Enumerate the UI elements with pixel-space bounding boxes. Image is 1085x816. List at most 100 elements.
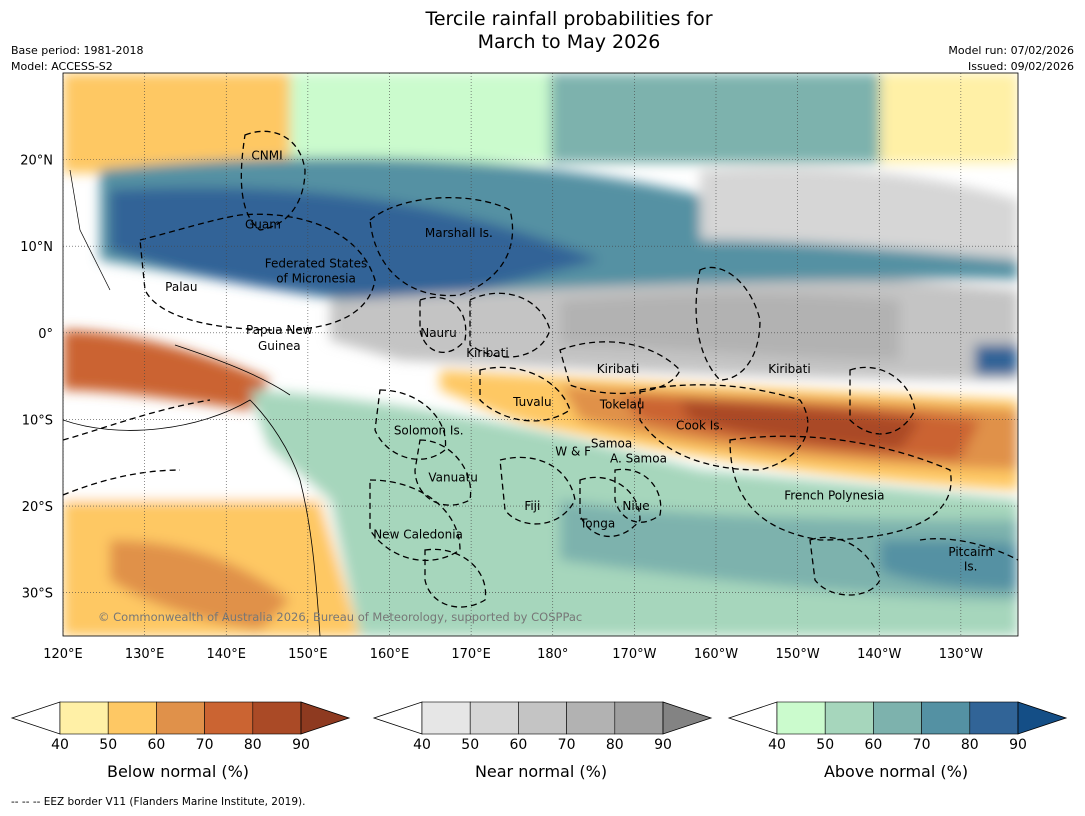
longitude-tick-label: 120°E xyxy=(43,647,83,662)
colorbar-tick-label: 70 xyxy=(558,737,576,753)
latitude-tick-label: 20°S xyxy=(22,500,53,515)
region-label: Cook Is. xyxy=(676,419,723,433)
latitude-tick-label: 0° xyxy=(38,327,53,342)
colorbar-segment xyxy=(469,701,519,735)
region-label: of Micronesia xyxy=(276,271,356,285)
region-label: Marshall Is. xyxy=(425,226,493,240)
longitude-tick-label: 150°E xyxy=(288,647,328,662)
colorbar-segment xyxy=(156,701,205,735)
region-label: Guam xyxy=(245,218,281,232)
latitude-tick-label: 10°S xyxy=(22,413,53,428)
colorbar-segment xyxy=(614,701,664,735)
colorbar-tick-label: 60 xyxy=(147,737,165,753)
region-label: Papua New xyxy=(246,323,313,337)
copyright-notice: © Commonwealth of Australia 2026, Bureau… xyxy=(98,610,582,624)
eez-footnote: -- -- -- EEZ border V11 (Flanders Marine… xyxy=(11,796,306,808)
colorbar-tick-label: 50 xyxy=(461,737,479,753)
longitude-tick-label: 130°W xyxy=(939,647,983,662)
colorbar-tick-label: 80 xyxy=(606,737,624,753)
colorbar-over-arrow xyxy=(1017,701,1068,735)
colorbar-tick-label: 40 xyxy=(768,737,786,753)
region-label: Solomon Is. xyxy=(394,424,464,438)
latitude-tick-label: 30°S xyxy=(22,587,53,602)
region-label: Guinea xyxy=(258,339,301,353)
colorbar-segment xyxy=(566,701,616,735)
colorbar-tick-label: 70 xyxy=(913,737,931,753)
region-label: Palau xyxy=(165,280,197,294)
longitude-tick-label: 150°W xyxy=(776,647,820,662)
colorbar-tick-label: 50 xyxy=(816,737,834,753)
colorbar: 40 50 60 70 80 90 xyxy=(727,701,1068,753)
colorbar-tick-label: 80 xyxy=(961,737,979,753)
colorbar-over-arrow xyxy=(300,701,351,735)
colorbar-tick-label: 40 xyxy=(51,737,69,753)
longitude-tick-label: 170°E xyxy=(451,647,491,662)
longitude-tick-label: 140°W xyxy=(857,647,901,662)
region-label: Federated States xyxy=(265,257,367,271)
colorbar: 40 50 60 70 80 90 xyxy=(10,701,351,753)
colorbar-tick-label: 80 xyxy=(244,737,262,753)
colorbar-tick-label: 50 xyxy=(99,737,117,753)
graticule xyxy=(63,73,1018,636)
colorbar-segment xyxy=(59,701,109,735)
colorbar-over-arrow xyxy=(662,701,713,735)
region-label: French Polynesia xyxy=(784,489,884,503)
latitude-tick-label: 10°N xyxy=(20,240,53,255)
region-label: Kiribati xyxy=(768,362,810,376)
colorbar-segment xyxy=(873,701,922,735)
region-label: Vanuatu xyxy=(428,470,478,484)
region-label: Kiribati xyxy=(466,346,508,360)
colorbar: 40 50 60 70 80 90 xyxy=(372,701,713,753)
below-normal-title: Below normal (%) xyxy=(106,762,250,781)
axis-labels: 120°E 130°E 140°E 150°E 160°E 170°E 180° 170°W 1… xyxy=(20,154,983,662)
map-title: Tercile rainfall probabilities for March… xyxy=(0,8,1085,54)
region-label: CNMI xyxy=(251,148,282,162)
colorbar-tick-label: 70 xyxy=(196,737,214,753)
colorbar-segment xyxy=(107,701,157,735)
model-name: Model: ACCESS-S2 xyxy=(11,60,113,73)
region-label: Samoa xyxy=(591,437,632,451)
colorbar-tick-label: 60 xyxy=(864,737,882,753)
map-frame xyxy=(62,72,1019,637)
region-label: New Caledonia xyxy=(373,528,463,542)
run-info: Model run: 07/02/2026 Issued: 09/02/2026 xyxy=(948,43,1074,75)
title-line-2: March to May 2026 xyxy=(477,31,661,53)
region-label: Kiribati xyxy=(597,362,639,376)
region-label: Nauru xyxy=(420,326,456,340)
region-label: Tuvalu xyxy=(512,395,552,409)
model-info: Base period: 1981-2018 Model: ACCESS-S2 xyxy=(11,43,143,75)
colorbar-under-arrow xyxy=(372,701,423,735)
colorbar-segment xyxy=(824,701,874,735)
colorbar-tick-label: 90 xyxy=(654,737,672,753)
colorbar-segment xyxy=(421,701,471,735)
colorbar-segment xyxy=(252,701,302,735)
region-label: Is. xyxy=(964,560,978,574)
longitude-tick-label: 140°E xyxy=(206,647,246,662)
colorbar-segment xyxy=(776,701,826,735)
colorbar-under-arrow xyxy=(727,701,778,735)
colorbar-tick-label: 60 xyxy=(509,737,527,753)
colorbars: 40 50 60 70 80 90 40 50 60 70 80 90 40 50 60 70 80 90 xyxy=(10,701,1068,753)
colorbar-tick-label: 90 xyxy=(292,737,310,753)
colorbar-segment xyxy=(921,701,971,735)
longitude-tick-label: 180° xyxy=(537,647,568,662)
colorbar-segment xyxy=(969,701,1019,735)
region-label: W & F xyxy=(555,445,591,459)
eez-borders xyxy=(63,130,1018,608)
longitude-tick-label: 160°E xyxy=(370,647,410,662)
title-line-1: Tercile rainfall probabilities for xyxy=(425,8,713,30)
latitude-tick-label: 20°N xyxy=(20,154,53,169)
colorbar-segment xyxy=(518,701,567,735)
colorbar-under-arrow xyxy=(10,701,61,735)
base-period: Base period: 1981-2018 xyxy=(11,44,144,57)
near-normal-title: Near normal (%) xyxy=(474,762,608,781)
region-label: Fiji xyxy=(524,499,540,513)
longitude-tick-label: 170°W xyxy=(612,647,656,662)
colorbar-tick-label: 40 xyxy=(413,737,431,753)
region-label: Pitcairn xyxy=(948,545,993,559)
issued-date: Issued: 09/02/2026 xyxy=(967,60,1074,73)
region-label: Tonga xyxy=(579,516,615,530)
